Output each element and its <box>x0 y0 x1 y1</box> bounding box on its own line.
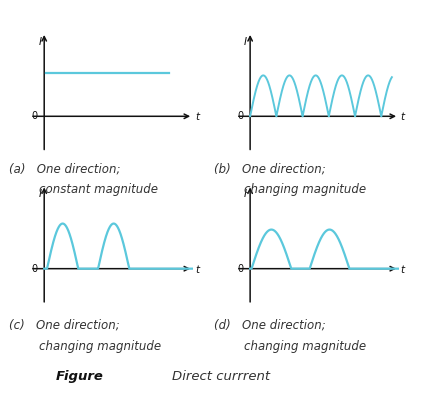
Text: (a)   One direction;: (a) One direction; <box>9 162 120 175</box>
Text: (c)   One direction;: (c) One direction; <box>9 319 119 332</box>
Text: changing magnitude: changing magnitude <box>214 340 367 352</box>
Text: 0: 0 <box>31 264 37 273</box>
Text: changing magnitude: changing magnitude <box>214 183 367 196</box>
Text: 0: 0 <box>31 111 37 121</box>
Text: $I$: $I$ <box>38 34 42 47</box>
Text: $t$: $t$ <box>400 263 407 275</box>
Text: $I$: $I$ <box>244 34 248 47</box>
Text: changing magnitude: changing magnitude <box>9 340 161 352</box>
Text: $I$: $I$ <box>244 187 248 199</box>
Text: 0: 0 <box>237 111 243 121</box>
Text: constant magnitude: constant magnitude <box>9 183 157 196</box>
Text: $t$: $t$ <box>194 263 201 275</box>
Text: (b)   One direction;: (b) One direction; <box>214 162 326 175</box>
Text: Figure: Figure <box>56 370 104 383</box>
Text: 0: 0 <box>237 264 243 273</box>
Text: $t$: $t$ <box>400 110 407 122</box>
Text: (d)   One direction;: (d) One direction; <box>214 319 326 332</box>
Text: $t$: $t$ <box>194 110 201 122</box>
Text: Direct currrent: Direct currrent <box>172 370 270 383</box>
Text: $I$: $I$ <box>38 187 42 199</box>
